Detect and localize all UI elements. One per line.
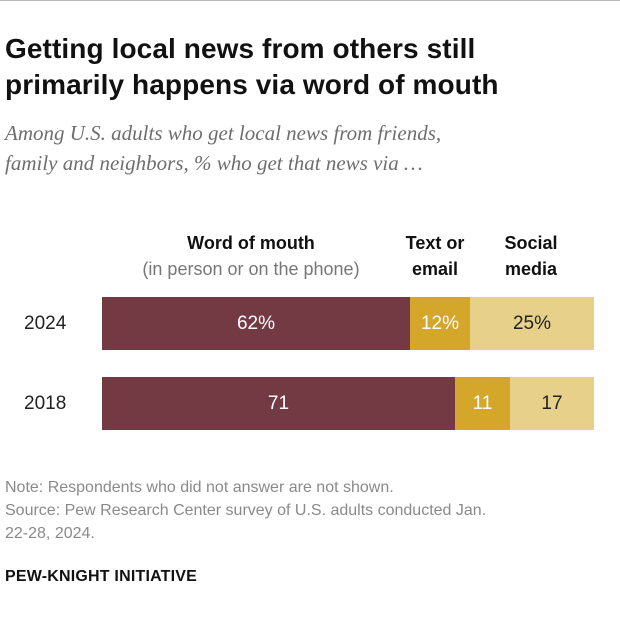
- data-label-word-of-mouth-2018: 71: [267, 392, 290, 414]
- source-text-line-1: Source: Pew Research Center survey of U.…: [5, 502, 487, 519]
- column-header-word-of-mouth-label: Word of mouth: [187, 233, 315, 253]
- bar-segment-word-of-mouth-2024: 62%: [102, 297, 410, 350]
- data-label-text-or-email-2018: 11: [472, 392, 493, 414]
- chart-subtitle-line-1: Among U.S. adults who get local news fro…: [5, 121, 442, 145]
- bar-segment-social-media-2024: 25%: [470, 297, 594, 350]
- year-label-2024: 2024: [24, 313, 67, 334]
- brand-label: PEW-KNIGHT INITIATIVE: [5, 568, 198, 585]
- chart-footnote: Note: Respondents who did not answer are…: [5, 476, 605, 545]
- column-header-word-of-mouth-sublabel: (in person or on the phone): [142, 259, 360, 279]
- chart-subtitle: Among U.S. adults who get local news fro…: [5, 118, 605, 178]
- column-header-text-or-email-line-2: email: [411, 259, 459, 279]
- column-header-text-or-email: Text or email: [392, 230, 478, 282]
- bar-segment-text-or-email-2018: 11: [455, 377, 510, 430]
- column-header-social-media: Social media: [488, 230, 574, 282]
- data-label-social-media-2018: 17: [541, 392, 563, 414]
- data-label-social-media-2024: 25%: [512, 312, 552, 334]
- chart-title-line-1: Getting local news from others still: [5, 33, 476, 64]
- note-text: Note: Respondents who did not answer are…: [5, 479, 394, 496]
- bar-segment-social-media-2018: 17: [510, 377, 594, 430]
- bar-segment-text-or-email-2024: 12%: [410, 297, 470, 350]
- chart-title-line-2: primarily happens via word of mouth: [5, 69, 499, 100]
- column-header-social-media-line-1: Social: [504, 233, 558, 253]
- year-label-2018: 2018: [24, 393, 67, 414]
- source-text-line-2: 22-28, 2024.: [5, 525, 95, 542]
- chart-subtitle-line-2: family and neighbors, % who get that new…: [5, 151, 423, 175]
- data-label-text-or-email-2024: 12%: [420, 312, 460, 334]
- data-label-word-of-mouth-2024: 62%: [236, 312, 276, 334]
- bar-segment-word-of-mouth-2018: 71: [102, 377, 455, 430]
- bar-row-2024: 62% 12% 25%: [102, 297, 594, 350]
- top-rule: [0, 0, 620, 1]
- column-header-word-of-mouth: Word of mouth (in person or on the phone…: [100, 230, 402, 282]
- column-header-text-or-email-line-1: Text or: [405, 233, 465, 253]
- column-header-social-media-line-2: media: [504, 259, 558, 279]
- chart-title: Getting local news from others still pri…: [5, 31, 605, 103]
- bar-row-2018: 71 11 17: [102, 377, 594, 430]
